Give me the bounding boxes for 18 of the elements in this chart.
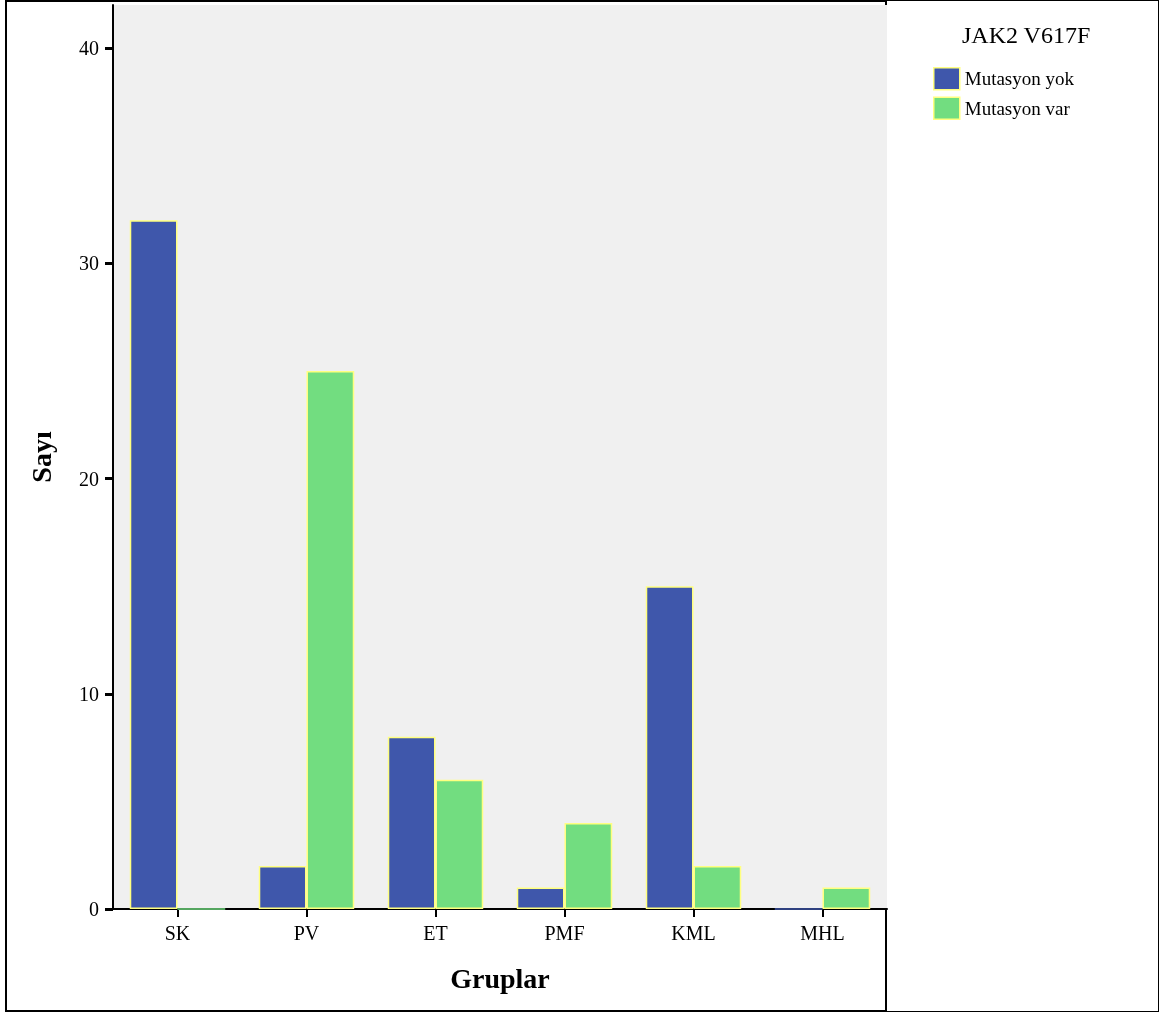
legend-label: Mutasyon yok (964, 68, 1075, 90)
legend-label: Mutasyon var (964, 97, 1071, 119)
y-axis-title: Sayı (25, 431, 57, 483)
bar (129, 220, 178, 909)
x-tick-label: PV (293, 922, 320, 944)
x-tick-label: PMF (544, 922, 585, 944)
y-tick-label: 40 (79, 37, 99, 60)
x-tick-label: KML (671, 922, 716, 944)
bar (822, 887, 871, 909)
x-axis-title: Gruplar (450, 962, 550, 994)
y-tick-label: 0 (89, 898, 99, 920)
x-tick-label: ET (423, 922, 448, 944)
legend-title: JAK2 V617F (962, 22, 1091, 48)
y-tick-label: 20 (79, 467, 99, 490)
x-tick-label: SK (164, 922, 191, 944)
y-tick-label: 30 (79, 252, 99, 275)
x-tick-label: MHL (800, 922, 845, 944)
y-tick-label: 10 (79, 682, 99, 705)
